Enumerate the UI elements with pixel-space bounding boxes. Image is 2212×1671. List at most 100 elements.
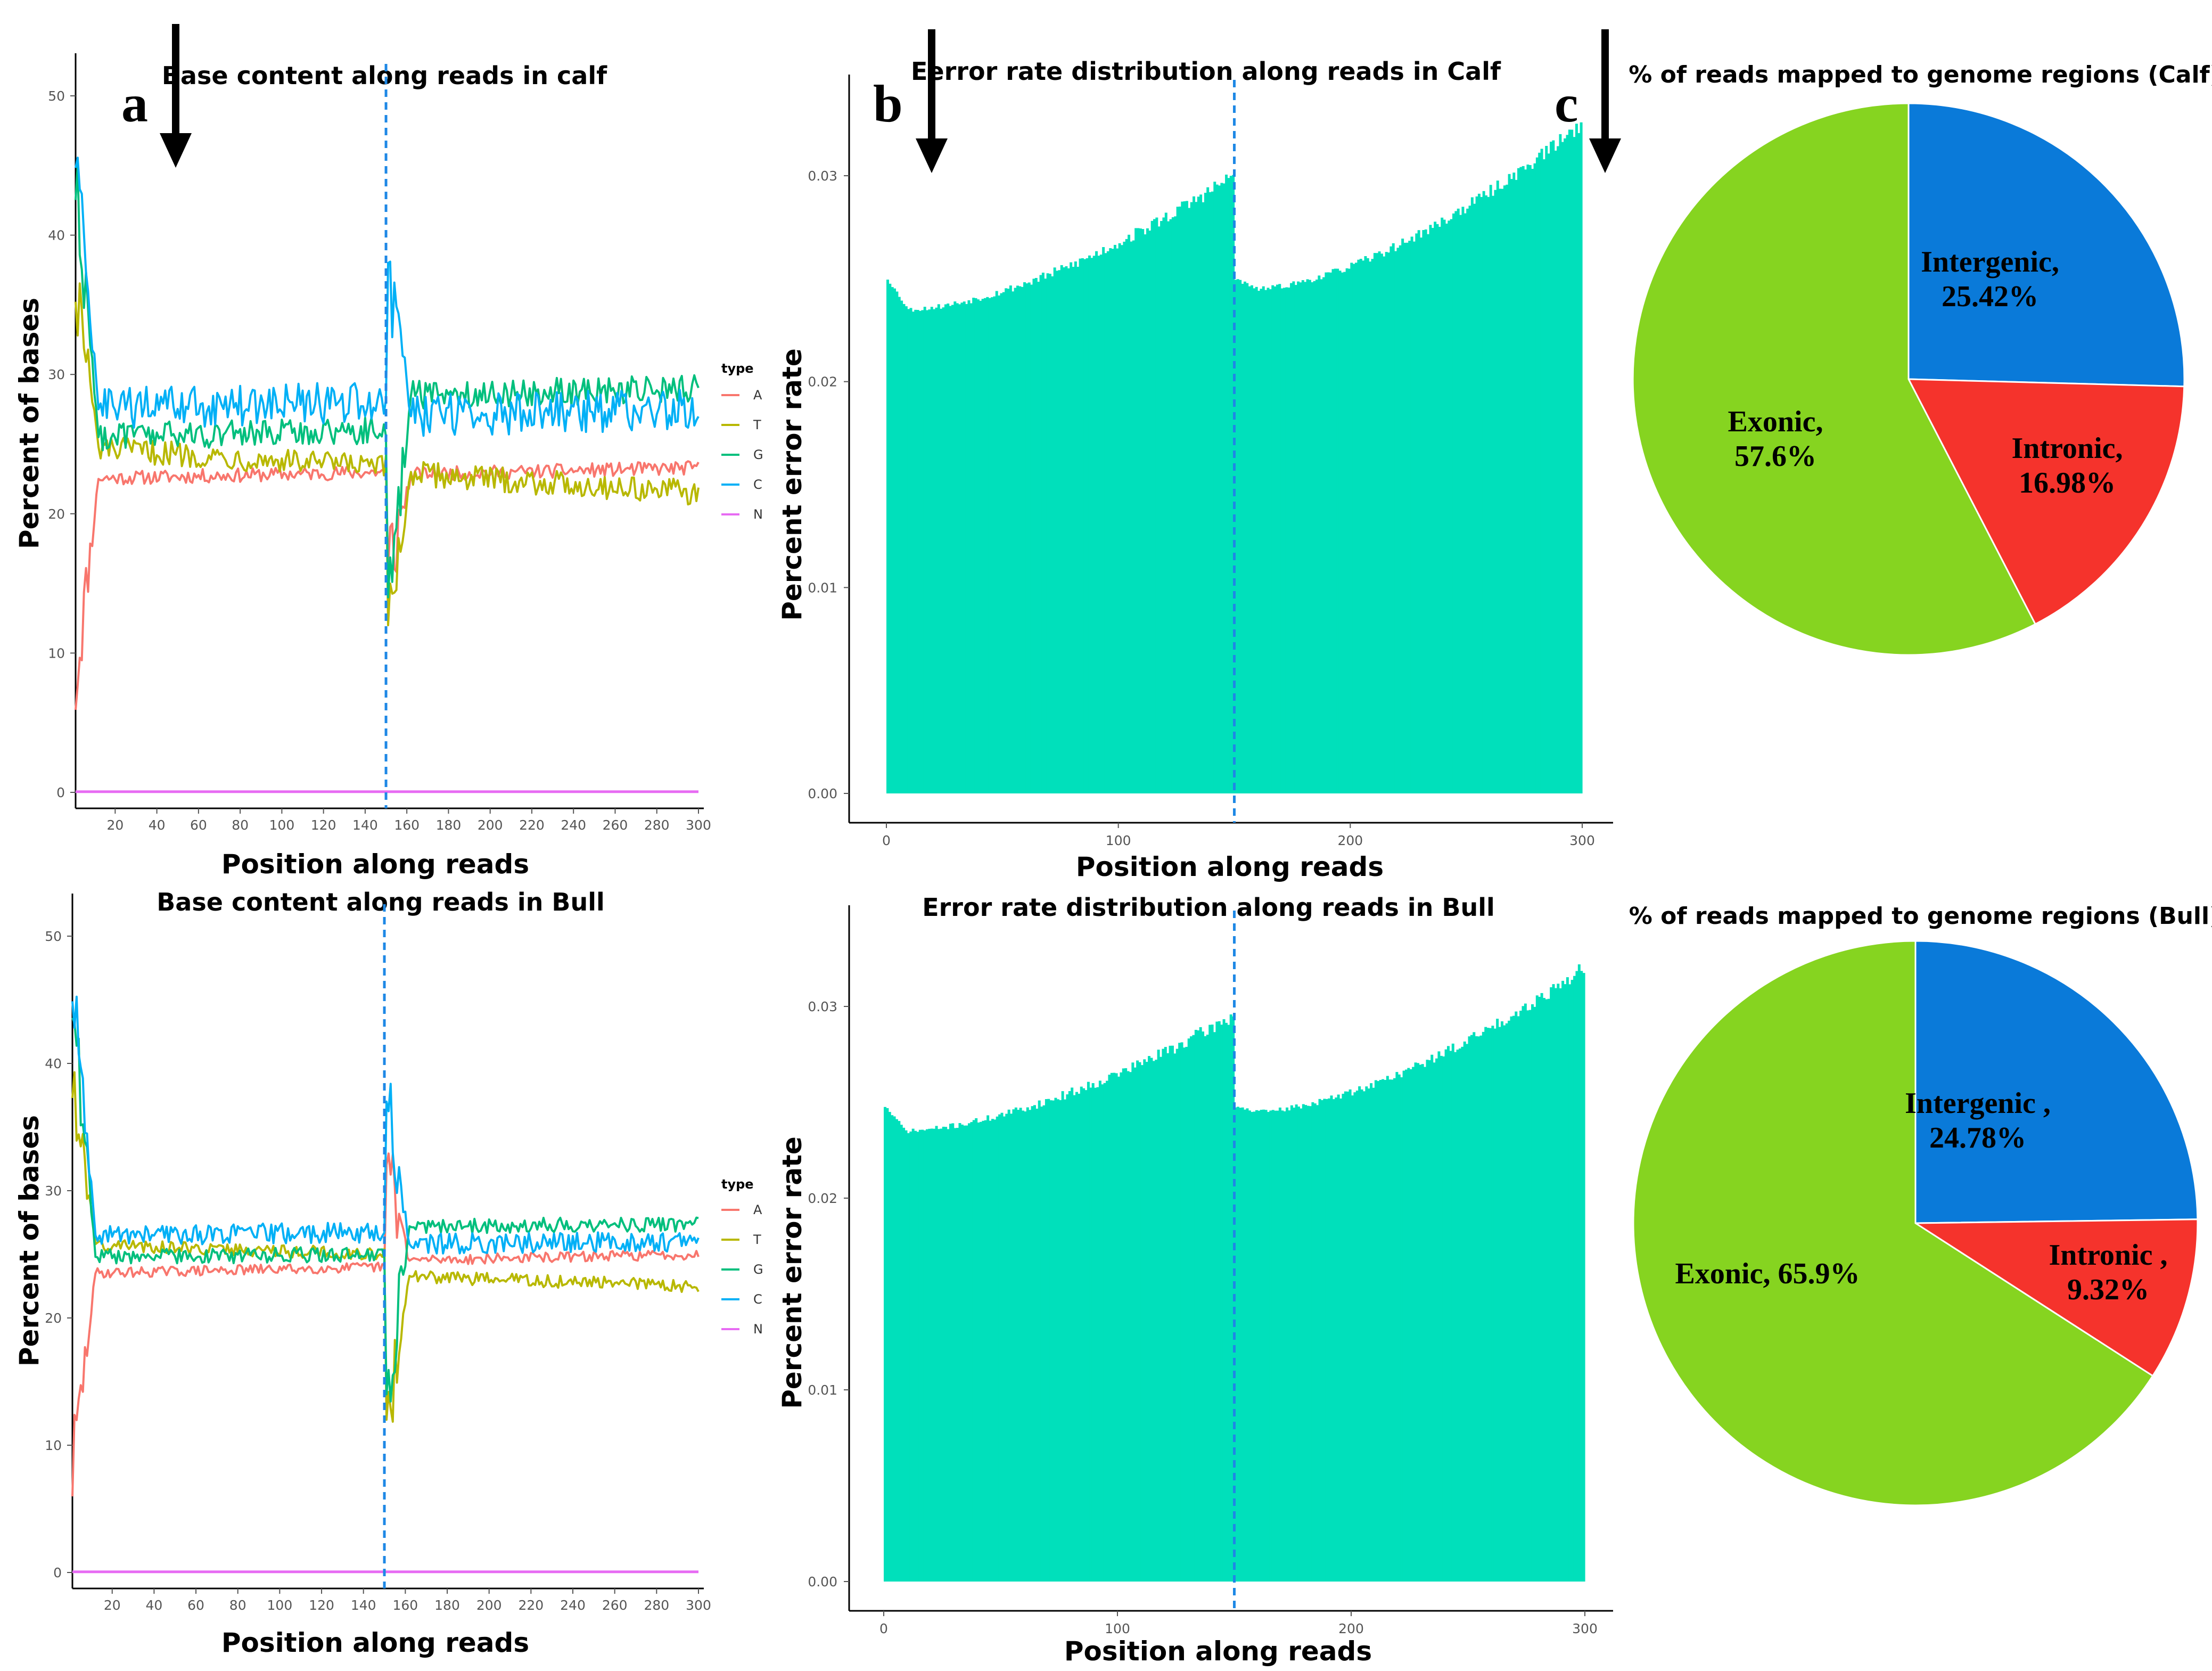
y-tick-label: 10 — [45, 1438, 62, 1453]
error-bar — [1421, 1064, 1424, 1582]
error-bar — [1416, 1063, 1419, 1582]
error-bar — [935, 307, 938, 793]
x-tick-label: 160 — [393, 1598, 418, 1613]
pie-slice-intergenic — [1914, 940, 2199, 1224]
error-bar — [1269, 1110, 1272, 1582]
error-bar — [1394, 251, 1397, 794]
error-bar — [1300, 1108, 1303, 1582]
x-tick-label: 20 — [106, 817, 124, 833]
error-bar — [958, 304, 961, 793]
error-bar — [1294, 285, 1297, 793]
error-bar — [884, 1107, 886, 1582]
x-tick-label: 100 — [267, 1598, 293, 1613]
error-bar — [1422, 230, 1425, 793]
error-bar — [1116, 248, 1119, 794]
error-bar — [1002, 292, 1005, 793]
error-bar — [1282, 288, 1286, 793]
error-bar — [1337, 1094, 1340, 1582]
error-bar — [1566, 135, 1569, 793]
x-tick-label: 120 — [311, 817, 336, 833]
panel-letter-c: c — [1555, 74, 1578, 133]
error-bar — [1528, 165, 1532, 793]
error-bar — [974, 298, 977, 793]
error-bar — [1320, 279, 1323, 793]
error-bar — [1025, 283, 1029, 793]
error-bar — [1206, 187, 1210, 794]
error-bar — [1431, 228, 1434, 793]
error-bar — [1570, 980, 1574, 1582]
error-bar — [1251, 285, 1253, 793]
panel-letter-b: b — [873, 74, 903, 133]
error-bar — [1362, 1091, 1366, 1582]
error-bar — [1167, 221, 1170, 794]
x-tick-label: 40 — [149, 817, 166, 833]
error-bar — [1557, 984, 1560, 1582]
error-bar — [1575, 124, 1578, 793]
error-bar — [1029, 1110, 1032, 1582]
error-bar — [1306, 1105, 1310, 1582]
chart-title: Base content along reads in calf — [162, 61, 607, 90]
error-bar — [1367, 1088, 1370, 1582]
error-bar — [1559, 134, 1562, 793]
error-bar — [1255, 1110, 1258, 1582]
error-bar — [1412, 1067, 1415, 1582]
error-bar — [1353, 1092, 1356, 1582]
error-bar — [1503, 1025, 1506, 1582]
error-bar — [1000, 1112, 1004, 1582]
error-bar — [1023, 282, 1026, 793]
error-bar — [1078, 1093, 1081, 1582]
error-bar — [1528, 1010, 1532, 1582]
y-tick-label: 40 — [48, 228, 65, 243]
error-bar — [1054, 1097, 1057, 1582]
error-bar — [1157, 226, 1161, 793]
error-bar — [1540, 993, 1543, 1582]
error-bar — [1559, 988, 1562, 1582]
error-bar — [1074, 261, 1077, 793]
error-bar — [1034, 278, 1038, 793]
pie-label-intergenic: Intergenic, — [1921, 245, 2059, 278]
x-tick-label: 300 — [686, 817, 711, 833]
error-bar — [918, 310, 922, 793]
error-bar — [976, 299, 980, 793]
x-tick-label: 40 — [145, 1598, 162, 1613]
error-bar — [1283, 1111, 1286, 1582]
error-bar — [1498, 1027, 1501, 1582]
series-line-C — [75, 157, 700, 437]
error-bar — [1388, 1079, 1392, 1582]
error-bar — [1564, 138, 1567, 793]
error-bar — [1517, 168, 1520, 793]
error-bar — [1032, 278, 1035, 793]
error-bar — [1325, 272, 1328, 794]
error-bar — [1517, 1016, 1520, 1582]
error-bar — [935, 1126, 938, 1582]
error-bar — [1099, 255, 1103, 794]
error-bar — [944, 304, 947, 793]
error-bar — [1129, 1072, 1132, 1582]
error-bar — [1339, 1098, 1343, 1582]
error-bar — [1053, 267, 1056, 793]
y-axis-label: Percent error rate — [777, 1136, 808, 1409]
error-bar — [1187, 1038, 1190, 1582]
error-bar — [1068, 1091, 1071, 1582]
error-bar — [969, 303, 973, 793]
error-bar — [1379, 1080, 1382, 1582]
error-bar — [893, 1116, 896, 1582]
error-bar — [1417, 230, 1420, 794]
error-bar — [1180, 1042, 1183, 1582]
error-bar — [1007, 1109, 1010, 1582]
error-bar — [1433, 1062, 1436, 1582]
error-bar — [1362, 260, 1365, 793]
legend-label-C: C — [753, 477, 762, 492]
error-bar — [1153, 219, 1156, 793]
error-bar — [1479, 1035, 1483, 1582]
error-bar — [1222, 183, 1226, 793]
error-bar — [1257, 291, 1261, 793]
error-bar — [979, 300, 982, 793]
error-bar — [1073, 1095, 1076, 1582]
error-bar — [996, 1116, 999, 1582]
error-bar — [1445, 223, 1448, 793]
error-bar — [926, 1129, 929, 1582]
x-tick-label: 220 — [518, 1598, 544, 1613]
error-bar — [986, 1115, 990, 1582]
error-bar — [1515, 1011, 1518, 1582]
